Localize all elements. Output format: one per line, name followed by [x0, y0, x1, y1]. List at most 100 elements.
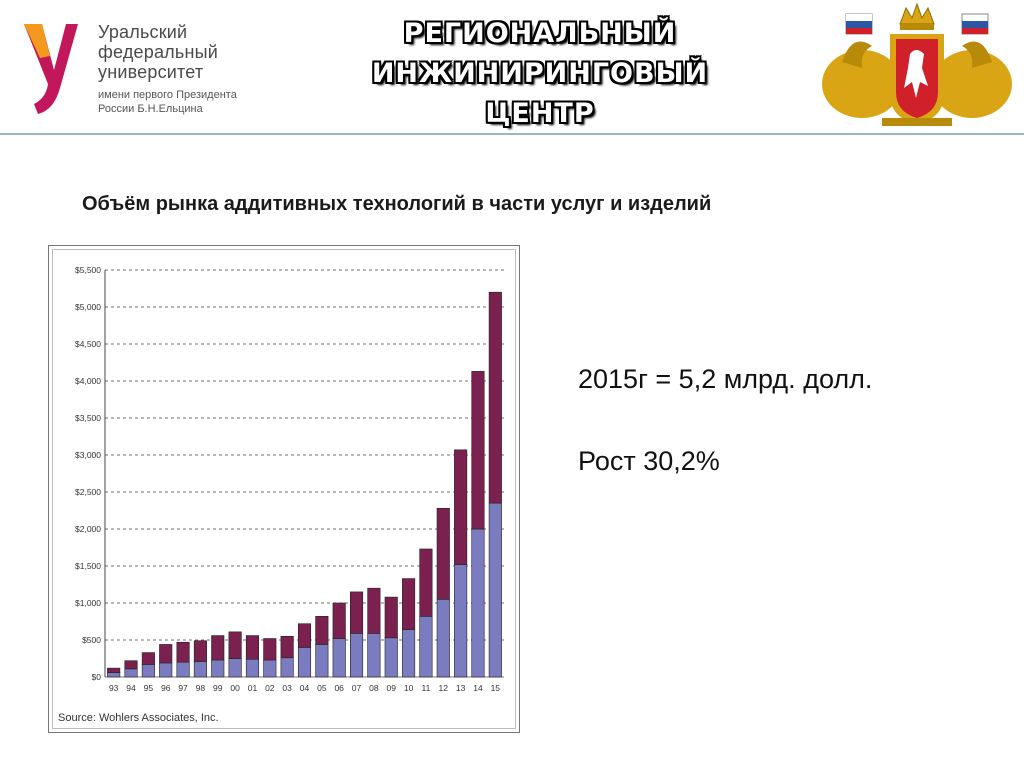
x-tick-label: 15	[491, 683, 501, 693]
bar-segment-upper	[141, 652, 155, 665]
x-tick-label: 12	[439, 683, 449, 693]
x-tick-label: 03	[282, 683, 292, 693]
x-tick-label: 08	[369, 683, 379, 693]
slide-header: Уральский федеральный университет имени …	[0, 0, 1024, 135]
x-tick-label: 00	[230, 683, 240, 693]
x-tick-label: 14	[473, 683, 483, 693]
chart-bars	[107, 291, 502, 678]
bar-segment-lower	[176, 661, 190, 678]
bar-segment-lower	[263, 659, 277, 678]
coat-of-arms-icon	[822, 2, 1012, 126]
university-name-block: Уральский федеральный университет имени …	[98, 22, 237, 116]
bar-segment-lower	[124, 668, 138, 678]
bar-segment-upper	[107, 667, 121, 673]
bar-segment-lower	[419, 616, 433, 678]
bar-segment-upper	[454, 449, 468, 565]
university-subtitle-line-2: России Б.Н.Ельцина	[98, 103, 203, 115]
y-tick-label: $2,500	[75, 487, 101, 497]
slide-title: Объём рынка аддитивных технологий в част…	[82, 193, 712, 215]
x-tick-label: 94	[126, 683, 136, 693]
bar-segment-upper	[488, 291, 502, 504]
bar-segment-lower	[315, 644, 329, 678]
center-title: РЕГИОНАЛЬНЫЙ ИНЖИНИРИНГОВЫЙ ЦЕНТР	[330, 14, 750, 134]
bar-segment-lower	[436, 598, 450, 678]
market-volume-chart: $0 $500 $1,000 $1,500 $2,000 $2,500 $3,000 $3,5…	[58, 265, 504, 724]
x-tick-label: 05	[317, 683, 327, 693]
y-tick-label: $1,500	[75, 561, 101, 571]
bar-segment-lower	[332, 638, 346, 678]
bar-segment-lower	[384, 637, 398, 678]
chart-x-ticks: 93 94 95 96 97 98 99 00 01 02 03 04 05 06 07 08 09 10 11 12…	[109, 683, 500, 693]
x-tick-label: 98	[196, 683, 206, 693]
x-tick-label: 97	[178, 683, 188, 693]
x-tick-label: 13	[456, 683, 466, 693]
y-tick-label: $4,000	[75, 376, 101, 386]
y-tick-label: $4,500	[75, 339, 101, 349]
bar-segment-upper	[436, 507, 450, 600]
bar-segment-upper	[228, 631, 242, 659]
university-name-line-3: университет	[98, 62, 204, 82]
bar-segment-upper	[471, 371, 485, 530]
bar-segment-lower	[211, 659, 225, 678]
bar-segment-upper	[280, 635, 294, 659]
bar-segment-upper	[384, 596, 398, 639]
bar-segment-upper	[263, 638, 277, 661]
bar-segment-lower	[228, 658, 242, 678]
center-title-line-1: РЕГИОНАЛЬНЫЙ	[403, 18, 677, 49]
bar-segment-upper	[245, 635, 260, 660]
bar-segment-upper	[211, 635, 225, 661]
bar-segment-lower	[141, 664, 155, 678]
x-tick-label: 99	[213, 683, 223, 693]
bar-segment-lower	[349, 633, 364, 678]
bar-segment-lower	[402, 629, 416, 678]
x-tick-label: 02	[265, 683, 275, 693]
chart-inner-border	[52, 249, 516, 729]
x-tick-label: 01	[248, 683, 258, 693]
bar-segment-upper	[159, 644, 173, 664]
y-tick-label: $1,000	[75, 598, 101, 608]
bar-segment-lower	[454, 564, 468, 678]
university-subtitle-line-1: имени первого Президента	[98, 89, 237, 101]
y-tick-label: $500	[82, 635, 101, 645]
x-tick-label: 93	[109, 683, 119, 693]
bar-segment-lower	[471, 528, 485, 678]
bar-segment-upper	[332, 602, 346, 639]
bar-segment-lower	[193, 661, 207, 678]
x-tick-label: 11	[422, 683, 431, 693]
bar-segment-upper	[124, 660, 138, 670]
university-name-line-1: Уральский	[98, 22, 188, 42]
bar-segment-upper	[176, 641, 190, 663]
bar-segment-lower	[159, 662, 173, 678]
bar-segment-upper	[419, 548, 433, 617]
center-title-line-3: ЦЕНТР	[485, 98, 595, 129]
x-tick-label: 95	[144, 683, 154, 693]
bar-segment-lower	[488, 502, 502, 678]
chart-y-ticks: $0 $500 $1,000 $1,500 $2,000 $2,500 $3,000 $3,5…	[75, 265, 101, 682]
bar-segment-lower	[245, 658, 260, 678]
y-tick-label: $0	[92, 672, 102, 682]
chart-source-label: Source: Wohlers Associates, Inc.	[58, 712, 219, 724]
y-tick-label: $5,000	[75, 302, 101, 312]
stat-growth: Рост 30,2%	[578, 446, 720, 476]
y-tick-label: $3,000	[75, 450, 101, 460]
x-tick-label: 04	[300, 683, 310, 693]
stat-2015-volume: 2015г = 5,2 млрд. долл.	[578, 364, 873, 394]
ural-university-logo-icon	[24, 24, 78, 114]
y-tick-label: $2,000	[75, 524, 101, 534]
x-tick-label: 09	[387, 683, 397, 693]
bar-segment-upper	[349, 591, 364, 634]
bar-segment-upper	[367, 587, 381, 634]
x-tick-label: 07	[352, 683, 362, 693]
bar-segment-lower	[367, 633, 381, 678]
x-tick-label: 96	[161, 683, 171, 693]
bar-segment-upper	[297, 623, 312, 648]
bar-segment-upper	[193, 640, 207, 662]
x-tick-label: 10	[404, 683, 414, 693]
y-tick-label: $5,500	[75, 265, 101, 275]
bar-segment-upper	[402, 578, 416, 630]
bar-segment-lower	[297, 647, 312, 678]
x-tick-label: 06	[334, 683, 344, 693]
bar-segment-upper	[315, 616, 329, 645]
university-name-line-2: федеральный	[98, 42, 218, 62]
y-tick-label: $3,500	[75, 413, 101, 423]
